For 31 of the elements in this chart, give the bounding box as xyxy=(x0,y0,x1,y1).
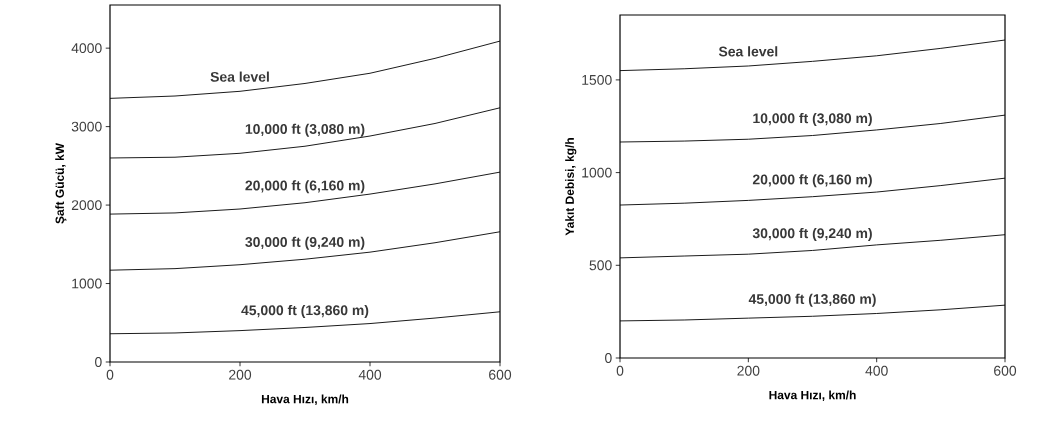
x-tick-label: 600 xyxy=(994,365,1017,376)
y-axis-title: Yakıt Debisi, kg/h xyxy=(565,138,577,236)
series-label: 30,000 ft (9,240 m) xyxy=(245,236,365,250)
series-label: 20,000 ft (6,160 m) xyxy=(245,180,365,194)
x-tick-label: 0 xyxy=(616,365,624,376)
series-label: 45,000 ft (13,860 m) xyxy=(748,293,876,307)
x-axis-title: Hava Hızı, km/h xyxy=(261,394,349,405)
y-tick-label: 1500 xyxy=(582,74,612,85)
y-tick-label: 0 xyxy=(605,353,612,363)
series-label: 10,000 ft (3,080 m) xyxy=(753,112,872,126)
x-axis-title: Hava Hızı, km/h xyxy=(769,390,856,401)
x-tick-label: 200 xyxy=(737,365,760,376)
x-tick-label: 400 xyxy=(865,365,888,376)
y-tick-label: 4000 xyxy=(71,43,102,54)
y-tick-label: 3000 xyxy=(71,121,102,132)
series-label: 20,000 ft (6,160 m) xyxy=(752,174,872,188)
series-label: 10,000 ft (3,080 m) xyxy=(245,123,365,137)
y-tick-label: 500 xyxy=(589,260,612,271)
x-tick-label: 600 xyxy=(489,369,512,380)
x-tick-label: 400 xyxy=(358,369,382,380)
series-label: 45,000 ft (13,860 m) xyxy=(241,304,369,318)
y-tick-label: 2000 xyxy=(71,200,102,211)
x-tick-label: 0 xyxy=(106,369,114,380)
x-tick-label: 200 xyxy=(229,369,252,380)
series-label: Sea level xyxy=(718,46,778,57)
y-tick-label: 1000 xyxy=(72,278,102,289)
y-tick-label: 0 xyxy=(95,357,102,367)
y-axis-title: Şaft Gücü, kW xyxy=(55,143,67,224)
y-tick-label: 1000 xyxy=(582,167,612,178)
series-label: Sea level xyxy=(210,71,269,82)
series-label: 30,000 ft (9,240 m) xyxy=(752,227,872,241)
